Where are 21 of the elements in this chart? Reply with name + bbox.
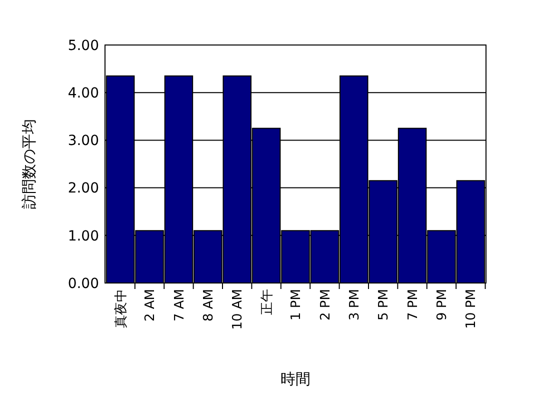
- x-tick-label: 10 AM: [230, 289, 246, 330]
- x-axis-title: 時間: [280, 370, 310, 388]
- x-tick-label: 2 PM: [318, 289, 334, 320]
- x-tick-label: 7 PM: [406, 289, 421, 320]
- x-tick-label: 1 PM: [289, 289, 304, 320]
- y-tick-label: 3.00: [68, 133, 99, 150]
- x-tick-label: 真夜中: [112, 289, 129, 328]
- y-tick-label: 1.00: [68, 228, 99, 244]
- y-tick-label: 0.00: [68, 276, 99, 292]
- x-tick-label: 9 PM: [435, 289, 450, 320]
- y-axis-title: 訪問数の平均: [20, 119, 38, 209]
- x-tick-label: 5 PM: [376, 289, 392, 320]
- y-tick-label: 5.00: [68, 38, 99, 54]
- x-tick-label: 正午: [260, 289, 275, 315]
- y-tick-label: 2.00: [68, 180, 99, 197]
- x-tick-label: 10 PM: [464, 289, 480, 329]
- x-tick-label: 2 AM: [143, 289, 158, 322]
- y-tick-label: 4.00: [68, 86, 99, 102]
- x-tick-label: 3 PM: [347, 289, 362, 320]
- x-tick-label: 8 AM: [201, 289, 216, 322]
- x-tick-label: 7 AM: [172, 289, 188, 322]
